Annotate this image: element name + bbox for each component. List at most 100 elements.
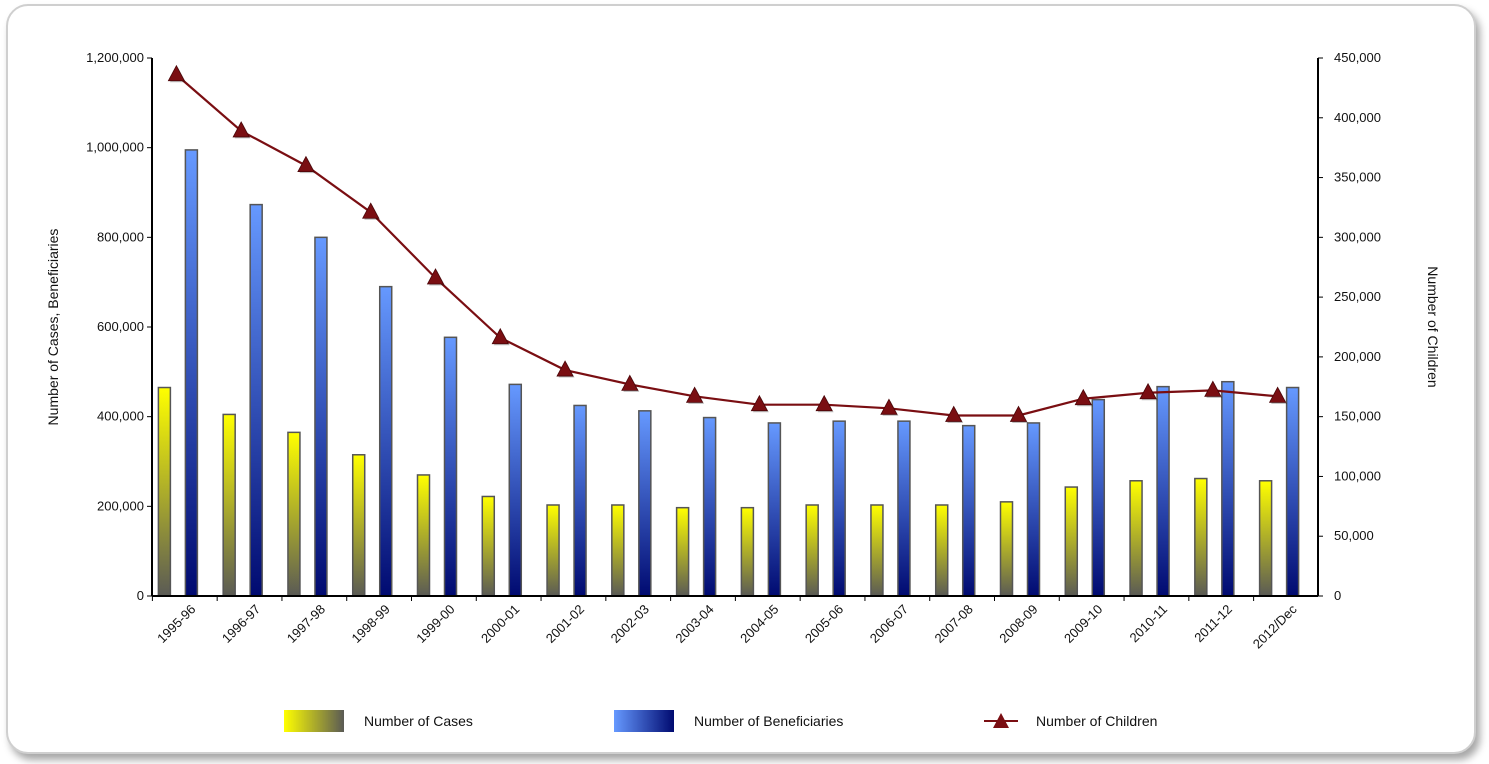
bars-layer — [157, 149, 1300, 597]
beneficiaries-bar — [184, 149, 199, 597]
right-axis-tick-label: 200,000 — [1334, 349, 1381, 364]
x-axis-category-label: 1998-99 — [348, 602, 392, 646]
x-axis-category-label: 2000-01 — [478, 602, 522, 646]
cases-bar — [351, 454, 366, 597]
children-series-line — [175, 73, 1278, 417]
beneficiaries-bar — [508, 383, 523, 597]
cases-bar — [157, 386, 172, 597]
legend-cases-label: Number of Cases — [364, 713, 473, 729]
beneficiaries-bar — [702, 416, 717, 597]
beneficiaries-bar — [573, 404, 587, 597]
x-axis-category-label: 2004-05 — [737, 602, 781, 646]
children-point — [1009, 405, 1028, 422]
right-axis-tick-label: 250,000 — [1334, 289, 1381, 304]
children-point — [426, 268, 445, 285]
x-axis-category-label: 2012/Dec — [1250, 601, 1300, 651]
left-axis-tick-label: 1,000,000 — [86, 140, 144, 155]
cases-bar — [1194, 477, 1208, 597]
cases-bar — [416, 474, 431, 597]
right-axis-tick-label: 350,000 — [1334, 170, 1381, 185]
x-axis-category-label: 2002-03 — [608, 602, 652, 646]
right-axis-tick-label: 0 — [1334, 588, 1341, 603]
children-point — [815, 394, 833, 412]
axes-layer — [147, 57, 1323, 601]
beneficiaries-bar — [767, 422, 782, 597]
cases-bar — [999, 501, 1014, 597]
left-axis-tick-label: 600,000 — [97, 319, 144, 334]
left-axis-tick-label: 400,000 — [97, 409, 144, 424]
x-axis-category-label: 2009-10 — [1061, 602, 1105, 646]
children-point — [1268, 386, 1287, 403]
children-point — [945, 405, 963, 422]
beneficiaries-bar — [897, 420, 911, 597]
beneficiaries-bar — [314, 236, 328, 597]
x-axis-category-label: 2010-11 — [1127, 602, 1171, 646]
x-axis-category-label: 2008-09 — [996, 602, 1040, 646]
cases-bar — [740, 506, 755, 597]
beneficiaries-bar — [443, 336, 458, 597]
cases-bar — [675, 506, 690, 597]
cases-bar — [611, 504, 625, 597]
right-axis-title: Number of Children — [1425, 266, 1441, 387]
children-point — [167, 64, 186, 82]
legend-beneficiaries-label: Number of Beneficiaries — [694, 713, 843, 729]
beneficiaries-bar — [1285, 386, 1300, 597]
x-axis-category-label: 2003-04 — [672, 602, 716, 646]
x-axis-category-label: 2011-12 — [1191, 602, 1235, 646]
cases-bar — [1258, 480, 1273, 597]
beneficiaries-bar — [961, 424, 976, 597]
cases-bar — [546, 504, 560, 597]
beneficiaries-bar — [1221, 380, 1235, 597]
children-point — [880, 398, 898, 415]
beneficiaries-bar — [1026, 422, 1041, 597]
legend-beneficiaries-swatch — [614, 710, 674, 732]
left-axis-title: Number of Cases, Beneficiaries — [45, 229, 61, 426]
beneficiaries-bar — [832, 420, 846, 597]
children-point — [750, 394, 769, 412]
left-axis-tick-label: 800,000 — [97, 229, 144, 244]
right-axis-tick-label: 50,000 — [1334, 528, 1374, 543]
right-axis-tick-label: 300,000 — [1334, 229, 1381, 244]
x-axis-category-label: 2006-07 — [867, 602, 911, 646]
right-axis-tick-label: 100,000 — [1334, 468, 1381, 483]
legend-children-label: Number of Children — [1036, 713, 1157, 729]
children-point — [1204, 380, 1222, 397]
children-point — [1074, 388, 1092, 406]
x-axis-category-label: 1999-00 — [413, 602, 457, 646]
beneficiaries-bar — [378, 285, 393, 597]
legend: Number of Cases Number of Beneficiaries Nu… — [284, 710, 1157, 732]
x-axis-category-label: 1996-97 — [219, 602, 263, 646]
right-axis-tick-label: 150,000 — [1334, 409, 1381, 424]
children-point — [297, 155, 315, 173]
legend-cases-swatch — [284, 710, 344, 732]
children-point — [621, 374, 639, 391]
beneficiaries-bar — [1091, 398, 1106, 597]
cases-bar — [805, 504, 819, 597]
cases-bar — [934, 504, 949, 597]
x-axis-category-label: 2005-06 — [802, 602, 846, 646]
x-axis-category-label: 2007-08 — [931, 602, 975, 646]
beneficiaries-bar — [638, 410, 652, 597]
beneficiaries-bar — [1156, 385, 1170, 597]
cases-bar — [222, 413, 236, 597]
cases-bar — [481, 495, 496, 597]
legend-children-marker — [993, 713, 1009, 728]
children-point — [556, 360, 574, 377]
children-point — [362, 202, 380, 219]
beneficiaries-bar — [249, 203, 263, 597]
left-axis-tick-label: 200,000 — [97, 498, 144, 513]
left-axis-tick-label: 1,200,000 — [86, 50, 144, 65]
children-point — [1139, 382, 1157, 400]
x-axis-category-label: 2001-02 — [543, 602, 587, 646]
cases-bar — [287, 431, 301, 597]
children-point — [491, 327, 509, 345]
right-axis-tick-label: 400,000 — [1334, 110, 1381, 125]
children-point — [232, 121, 250, 138]
left-axis-tick-label: 0 — [137, 588, 144, 603]
cases-bar — [1064, 486, 1079, 597]
x-axis-category-label: 1995-96 — [154, 602, 198, 646]
right-axis-tick-label: 450,000 — [1334, 50, 1381, 65]
cases-bar — [1129, 480, 1143, 597]
children-line-layer — [167, 64, 1288, 423]
